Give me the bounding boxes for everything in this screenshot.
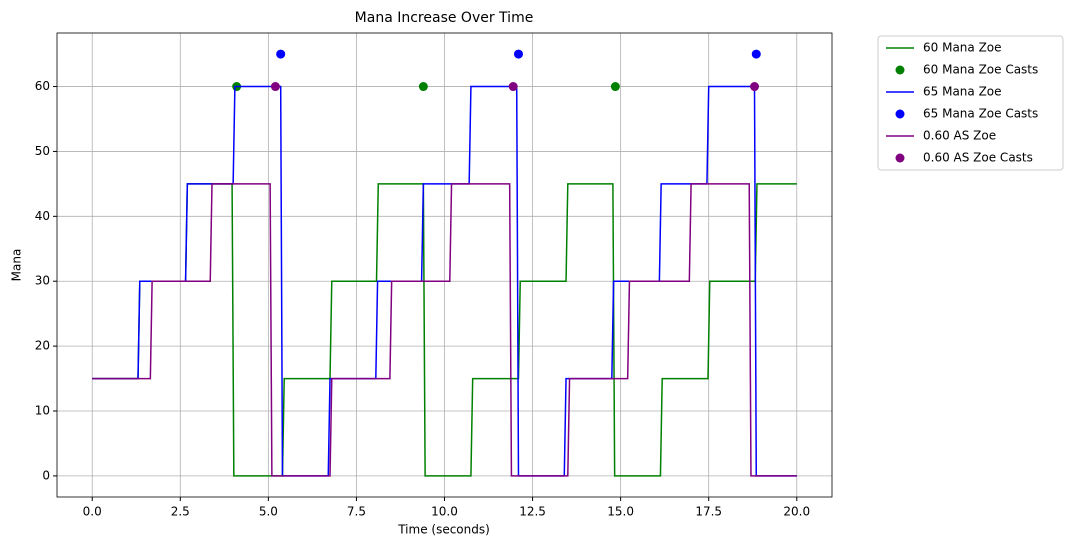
- legend-marker: [895, 109, 905, 119]
- x-tick-label: 2.5: [171, 505, 190, 519]
- x-tick-label: 7.5: [347, 505, 366, 519]
- legend-label: 0.60 AS Zoe Casts: [923, 151, 1033, 165]
- legend-box: [877, 35, 1064, 171]
- x-axis-label: Time (seconds): [397, 523, 490, 537]
- marker: [270, 82, 280, 92]
- x-tick-label: 0.0: [83, 505, 102, 519]
- legend-label: 60 Mana Zoe: [923, 41, 1002, 55]
- x-tick-label: 20.0: [783, 505, 810, 519]
- marker: [276, 49, 286, 59]
- y-tick-label: 10: [35, 404, 50, 418]
- x-tick-label: 5.0: [259, 505, 278, 519]
- y-tick-label: 0: [42, 468, 50, 482]
- marker: [610, 82, 620, 92]
- legend-label: 65 Mana Zoe: [923, 85, 1002, 99]
- marker: [750, 82, 759, 92]
- legend-label: 65 Mana Zoe Casts: [923, 107, 1038, 121]
- y-tick-label: 30: [35, 274, 50, 288]
- line: [92, 183, 797, 477]
- marker: [418, 82, 428, 92]
- chart-title: Mana Increase Over Time: [355, 10, 534, 26]
- plot-frame: [56, 32, 833, 498]
- y-tick-label: 40: [35, 209, 50, 223]
- marker: [751, 49, 761, 59]
- y-tick-label: 20: [35, 339, 50, 353]
- legend-label: 0.60 AS Zoe: [923, 129, 996, 143]
- x-tick-label: 10.0: [431, 505, 458, 519]
- x-tick-label: 15.0: [607, 505, 634, 519]
- y-axis-label: Mana: [10, 249, 24, 282]
- y-tick-label: 60: [35, 79, 50, 93]
- x-tick-label: 17.5: [695, 505, 722, 519]
- marker: [513, 49, 523, 59]
- legend-label: 60 Mana Zoe Casts: [923, 63, 1038, 77]
- marker: [508, 82, 518, 92]
- legend-marker: [895, 65, 905, 75]
- x-tick-label: 12.5: [519, 505, 546, 519]
- legend-marker: [895, 153, 905, 163]
- y-tick-label: 50: [35, 144, 50, 158]
